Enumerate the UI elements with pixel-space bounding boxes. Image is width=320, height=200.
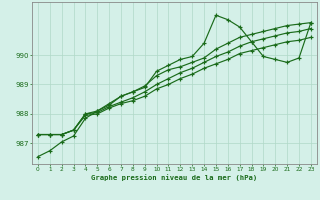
X-axis label: Graphe pression niveau de la mer (hPa): Graphe pression niveau de la mer (hPa) [91,174,258,181]
